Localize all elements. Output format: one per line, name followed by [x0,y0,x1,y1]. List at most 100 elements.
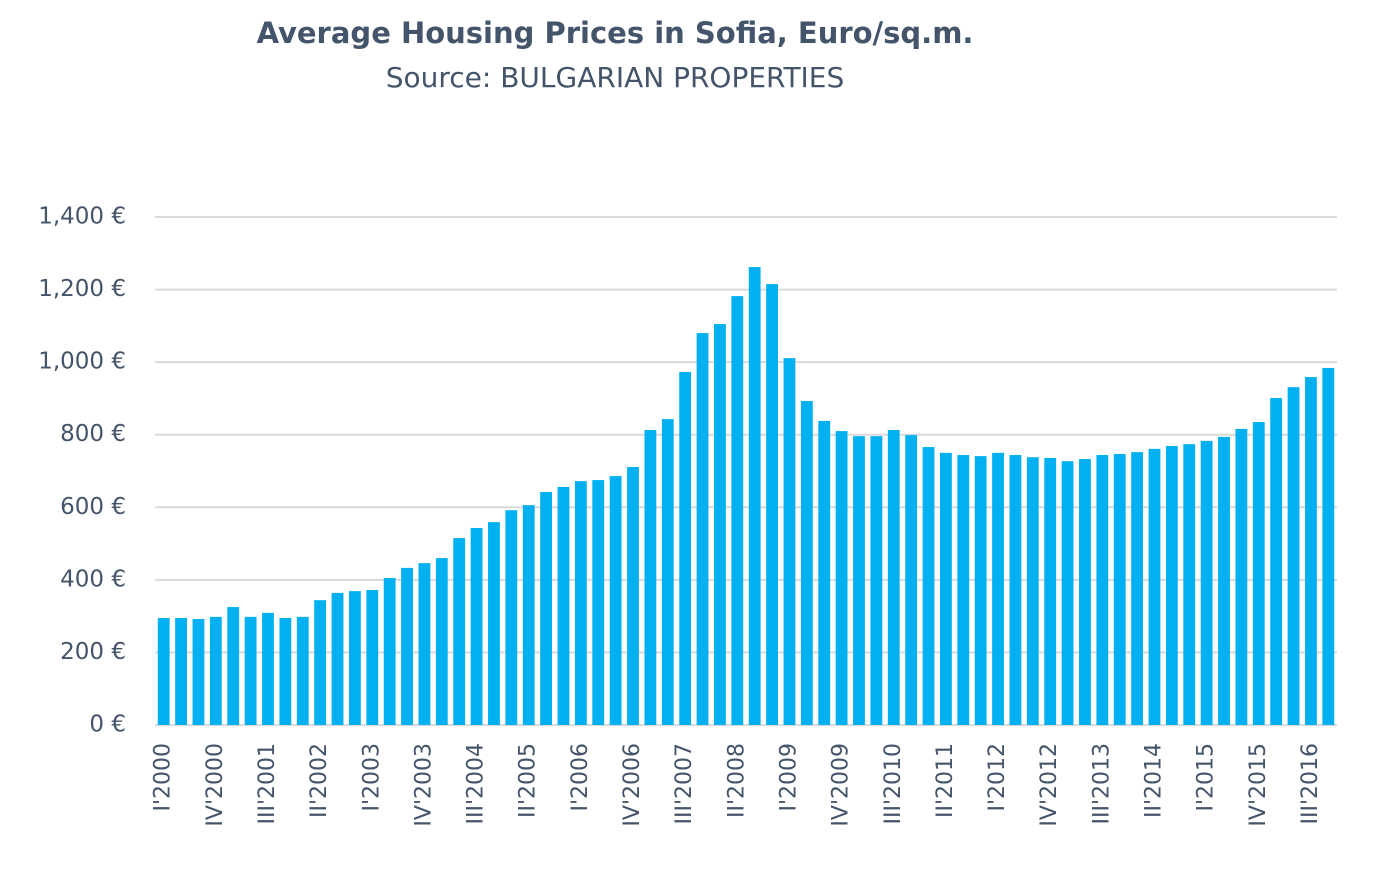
bar [366,590,379,725]
x-tick-label: III'2007 [672,743,697,825]
bar [435,558,448,725]
bar [470,527,483,725]
bar [574,481,587,725]
x-tick-label: IV'2000 [203,743,228,827]
bar [957,455,970,725]
x-tick-label: I'2006 [568,743,593,812]
bar [714,324,726,725]
bar [453,538,466,725]
bar [192,619,205,725]
chart-title: Average Housing Prices in Sofia, Euro/sq… [257,16,974,50]
x-tick-label: II'2002 [307,743,332,818]
bar [348,591,361,725]
x-tick-label: IV'2003 [411,743,436,827]
bar [1218,436,1230,725]
bar [1079,459,1091,725]
bar [1200,440,1213,725]
bar [1270,398,1283,725]
x-tick-label: I'2015 [1194,743,1219,812]
bar [331,592,344,725]
x-tick-label: IV'2012 [1037,743,1062,827]
bar [1044,457,1057,725]
bar [800,400,813,725]
bar [766,284,778,725]
bar [1113,453,1126,725]
x-tick-label: III'2004 [464,743,489,825]
bar [644,429,657,725]
x-tick-label: IV'2006 [620,743,645,827]
bar [1096,455,1109,725]
bar [696,333,709,725]
bar [783,358,796,725]
bar [870,436,883,725]
bar [505,510,518,725]
bar [835,431,848,725]
bar [227,607,240,725]
bar [314,600,327,725]
bar [175,617,187,725]
bar [974,456,987,725]
y-tick-label: 1,000 € [38,349,126,375]
x-tick-label: III'2001 [255,743,280,825]
bar [818,420,831,725]
bar [1061,461,1074,725]
x-tick-label: IV'2015 [1246,743,1271,827]
bar [853,436,865,725]
bar [661,419,674,725]
bar [731,296,744,725]
x-tick-label: I'2009 [776,743,801,812]
bar [488,522,500,725]
bar [557,486,570,725]
y-tick-label: 600 € [60,494,126,520]
bar [296,616,309,725]
bar [157,617,170,725]
x-tick-label: III'2010 [881,743,906,825]
bar [209,616,222,725]
x-tick-label: II'2014 [1141,743,1166,818]
bar [244,616,257,725]
y-tick-label: 400 € [60,566,126,592]
y-tick-label: 800 € [60,421,126,447]
bar [540,492,553,725]
y-tick-label: 200 € [60,639,126,665]
bar [383,578,396,725]
bar [279,617,292,725]
x-tick-label: IV'2009 [829,743,854,827]
bar [522,505,535,725]
bar [1322,367,1335,725]
bar [887,429,900,725]
y-tick-label: 1,400 € [38,204,126,230]
bar [1148,448,1161,725]
bar [748,267,761,725]
x-tick-label: II'2005 [516,743,541,818]
bar [418,563,431,725]
bar [1165,445,1178,725]
x-tick-label: I'2012 [985,743,1010,812]
bar [401,567,413,725]
bar [1131,452,1144,725]
bar [992,452,1004,725]
bar [905,435,918,725]
chart-subtitle: Source: BULGARIAN PROPERTIES [386,61,845,94]
bar [1252,422,1265,725]
bar [1009,455,1022,725]
bar [262,612,274,725]
y-tick-label: 0 € [89,712,126,738]
bar [1026,457,1039,725]
x-tick-label: II'2008 [724,743,749,818]
bar [1235,428,1248,725]
bar [627,467,639,725]
bar [1183,444,1196,725]
bar [939,452,952,725]
bar [1305,377,1317,725]
bar [1287,387,1300,725]
x-tick-label: I'2000 [151,743,176,812]
x-tick-label: II'2011 [933,743,958,818]
bar [609,476,622,725]
x-tick-label: III'2016 [1298,743,1323,825]
bar [592,480,605,725]
x-tick-label: I'2003 [359,743,384,812]
y-tick-label: 1,200 € [38,276,126,302]
